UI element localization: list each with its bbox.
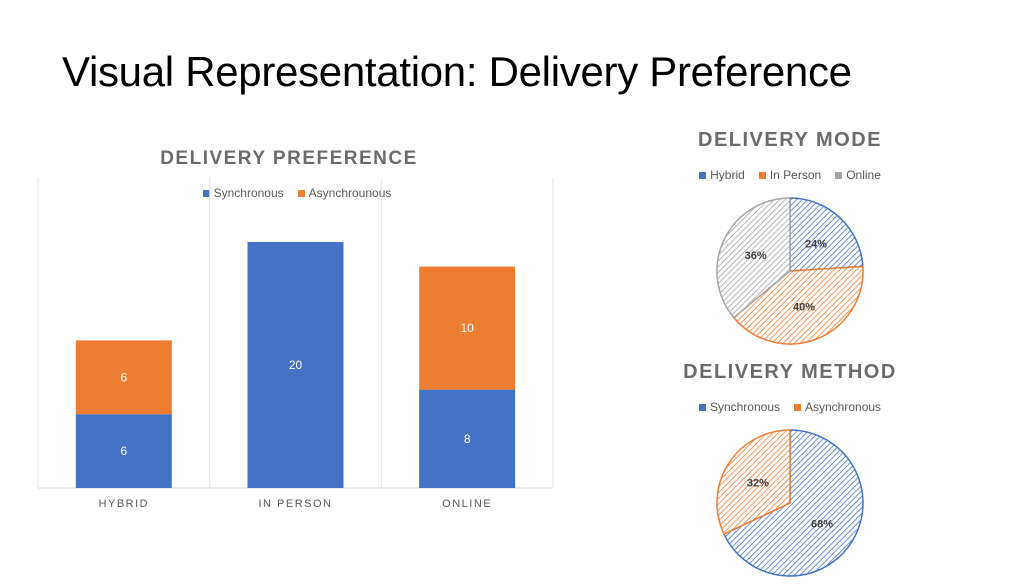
pie-value-label: 68% xyxy=(811,518,833,530)
legend-label: Asynchrounous xyxy=(308,186,392,200)
pie-mode-plot: 24% 40% 36% xyxy=(716,197,864,345)
legend-item-asynchronous: Asynchrounous xyxy=(297,186,392,200)
pie-value-label: 36% xyxy=(745,250,767,262)
bar-synchronous-hybrid xyxy=(75,414,172,488)
bar-data-label: 6 xyxy=(120,370,127,384)
pie-method-title: DELIVERY METHOD xyxy=(683,361,897,383)
pie-slice-in-person xyxy=(732,265,864,345)
legend-item-synchronous: Synchronous xyxy=(698,400,780,414)
legend-item-online: Online xyxy=(835,168,881,182)
bar-synchronous-online xyxy=(419,389,516,488)
legend-label: Asynchronous xyxy=(805,400,882,414)
category-label: ONLINE xyxy=(442,498,492,510)
legend-swatch-hybrid xyxy=(699,171,707,179)
bar-data-label: 0 xyxy=(292,231,299,245)
legend-item-hybrid: Hybrid xyxy=(699,168,745,182)
legend-label: Hybrid xyxy=(710,168,745,182)
pie-mode-title: DELIVERY MODE xyxy=(698,129,882,151)
bar-data-label: 6 xyxy=(120,444,127,458)
legend-swatch-in-person xyxy=(758,171,766,179)
pie-value-label: 40% xyxy=(793,301,815,313)
legend-item-synchronous: Synchronous xyxy=(202,186,284,200)
category-label: HYBRID xyxy=(99,498,150,510)
legend-swatch-synchronous xyxy=(698,403,706,411)
bar-data-label: 8 xyxy=(464,432,471,446)
pie-method-plot: 68% 32% xyxy=(716,429,864,577)
category-label: IN PERSON xyxy=(258,498,332,510)
pie-mode-legend: Hybrid In Person Online xyxy=(650,168,930,182)
legend-swatch-online xyxy=(835,171,843,179)
bar-data-label: 20 xyxy=(289,358,303,372)
legend-item-asynchronous: Asynchronous xyxy=(794,400,881,414)
legend-label: In Person xyxy=(769,168,822,182)
pie-slice-asynchronous xyxy=(716,429,791,536)
legend-swatch-asynchronous xyxy=(297,189,305,197)
pie-slice-hybrid xyxy=(789,197,864,272)
bar-chart-plot: 6 6 HYBRID 20 0 IN PERSON 8 10 ONLINE xyxy=(37,178,554,510)
bar-data-label: 10 xyxy=(460,321,474,335)
bar-chart-title: DELIVERY PREFERENCE xyxy=(160,148,418,169)
pie-value-label: 32% xyxy=(747,478,769,490)
legend-swatch-synchronous xyxy=(202,189,210,197)
legend-swatch-asynchronous xyxy=(794,403,801,411)
legend-label: Online xyxy=(846,168,881,182)
pie-slice-synchronous xyxy=(722,429,864,577)
pie-slice-online xyxy=(716,197,791,319)
legend-item-in-person: In Person xyxy=(758,168,822,182)
bar-asynchrounous-hybrid xyxy=(75,340,172,415)
legend-label: Synchronous xyxy=(213,186,284,200)
legend-label: Synchronous xyxy=(709,400,780,414)
pie-method-legend: Synchronous Asynchronous xyxy=(650,400,930,414)
bar-asynchrounous-online xyxy=(419,266,516,390)
slide-title: Visual Representation: Delivery Preferen… xyxy=(62,48,852,95)
bar-chart-legend: Synchronous Asynchrounous xyxy=(0,186,594,200)
bar-synchronous-in-person xyxy=(247,242,344,488)
pie-value-label: 24% xyxy=(805,238,827,250)
